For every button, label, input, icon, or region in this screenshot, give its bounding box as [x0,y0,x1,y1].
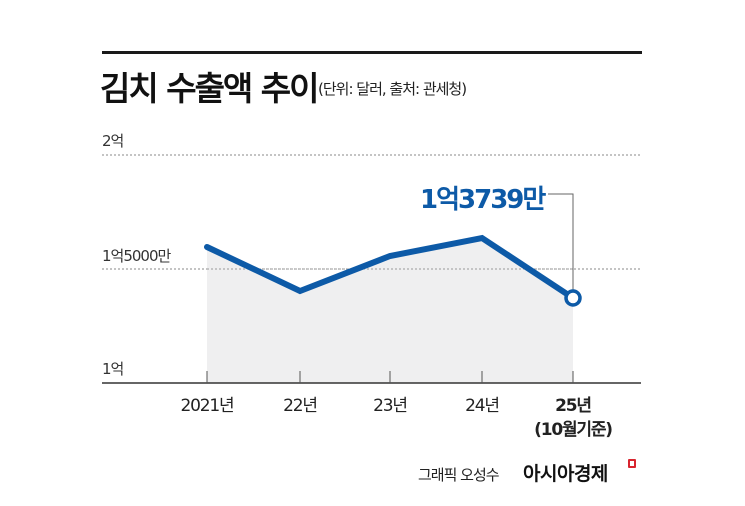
callout-value: 1억3739만 [420,185,546,215]
callout-leader-line [548,193,574,291]
x-tick-23: 23년 [373,396,408,416]
x-tick-marks [206,371,574,383]
x-tick-24: 24년 [465,396,500,416]
graphic-credit: 그래픽 오성수 [418,466,500,484]
data-line [204,234,576,301]
brand-mark-icon [628,459,636,468]
brand-logo-text: 아시아경제 [523,463,608,485]
y-tick-1eok: 1억 [102,360,124,378]
x-tick-2021: 2021년 [180,396,235,416]
x-tick-25-note: (10월기준) [534,420,613,440]
y-tick-1eok5000man: 1억5000만 [102,247,171,265]
area-fill [207,238,573,383]
top-rule [102,51,642,54]
x-tick-25-label: 25년 [555,396,592,416]
x-tick-25: 25년 (10월기준) [534,394,613,442]
last-point-marker [564,289,582,307]
chart-subtitle: (단위: 달러, 출처: 관세청) [318,80,467,98]
y-tick-2eok: 2억 [102,132,124,150]
chart-title: 김치 수출액 추이 [100,69,319,108]
x-tick-22: 22년 [283,396,318,416]
